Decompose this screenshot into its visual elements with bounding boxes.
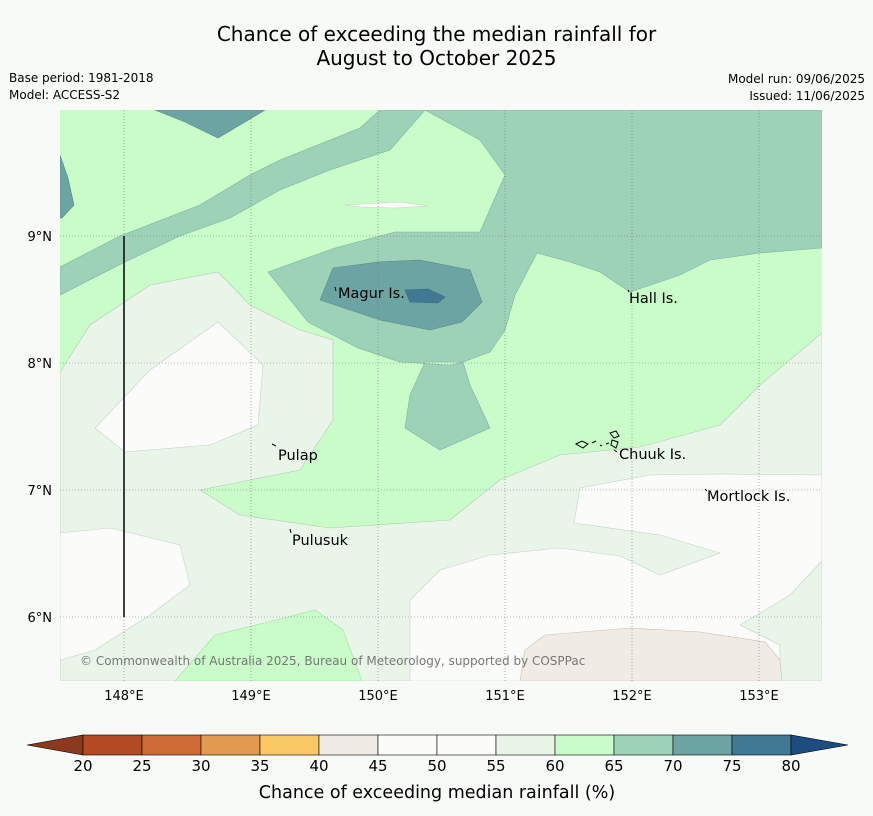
contour-75-80-central (404, 288, 446, 304)
colorbar-segment (672, 734, 733, 756)
colorbar-segment (141, 734, 202, 756)
colorbar-extend-high (790, 734, 849, 756)
colorbar-segment (377, 734, 438, 756)
contour-50-55-southwest (60, 527, 191, 661)
colorbar-label: 45 (368, 757, 387, 775)
label-magur: Magur Is. (338, 286, 405, 302)
colorbar-extend-low (26, 734, 84, 756)
model-run: Model run: 09/06/2025 (727, 72, 865, 86)
colorbar-label: 20 (73, 757, 92, 775)
colorbar-segment (436, 734, 497, 756)
colorbar-label: 55 (486, 757, 505, 775)
x-tick-151: 151°E (485, 689, 525, 704)
colorbar-label: 60 (545, 757, 564, 775)
colorbar-title: Chance of exceeding median rainfall (%) (259, 783, 615, 803)
label-pulap: Pulap (278, 448, 318, 464)
colorbar-segment (554, 734, 615, 756)
island-magur (334, 286, 337, 292)
colorbar (26, 734, 849, 756)
contour-60-65-south (174, 609, 363, 681)
colorbar-label: 80 (781, 757, 800, 775)
y-tick-8n: 8°N (28, 357, 53, 372)
label-pulusuk: Pulusuk (292, 533, 349, 549)
meta-right: Model run: 09/06/2025 Issued: 11/06/2025 (728, 71, 865, 105)
contour-70-75-west (60, 154, 75, 219)
colorbar-label: 65 (604, 757, 623, 775)
colorbar-label: 25 (132, 757, 151, 775)
map-area (60, 110, 822, 681)
y-tick-9n: 9°N (28, 230, 53, 245)
label-chuuk: Chuuk Is. (619, 447, 686, 463)
colorbar-segment (613, 734, 674, 756)
island-pulusuk (289, 528, 292, 534)
colorbar-segment (259, 734, 320, 756)
label-hall: Hall Is. (629, 291, 678, 307)
contour-70-75-central (319, 259, 483, 331)
colorbar-label: 40 (309, 757, 328, 775)
x-tick-150: 150°E (358, 689, 398, 704)
colorbar-segment (82, 734, 143, 756)
label-mortlock: Mortlock Is. (707, 489, 790, 505)
island-mortlock (704, 488, 708, 492)
x-tick-152: 152°E (612, 689, 652, 704)
copyright-text: © Commonwealth of Australia 2025, Bureau… (80, 654, 585, 668)
contour-50-55-west (94, 321, 264, 453)
island-chuuk (574, 430, 620, 453)
gridlines (60, 110, 822, 681)
island-shapes (271, 286, 708, 534)
contour-45-50 (519, 627, 783, 681)
colorbar-labels: 20 25 30 35 40 45 50 55 60 65 70 75 80 (73, 757, 800, 775)
colorbar-segment (200, 734, 261, 756)
colorbar-label: 75 (722, 757, 741, 775)
base-period: Base period: 1981-2018 (9, 71, 154, 85)
colorbar-label: 30 (191, 757, 210, 775)
y-tick-7n: 7°N (28, 484, 53, 499)
island-pulap (271, 443, 277, 447)
colorbar-label: 35 (250, 757, 269, 775)
contour-70-75-north (154, 110, 266, 139)
x-tick-148: 148°E (104, 689, 144, 704)
y-tick-6n: 6°N (28, 611, 53, 626)
x-tick-149: 149°E (231, 689, 271, 704)
colorbar-segment (318, 734, 379, 756)
contour-50-55-southeast (409, 473, 822, 681)
model-name: Model: ACCESS-S2 (9, 88, 121, 102)
contour-50-55-north (344, 201, 429, 209)
meta-left: Base period: 1981-2018 Model: ACCESS-S2 (9, 70, 154, 104)
island-hall (627, 289, 630, 293)
colorbar-label: 50 (427, 757, 446, 775)
colorbar-label: 70 (663, 757, 682, 775)
issued-date: Issued: 11/06/2025 (749, 89, 865, 103)
map-title: Chance of exceeding the median rainfall … (0, 22, 873, 70)
title-line-1: Chance of exceeding the median rainfall … (216, 22, 657, 46)
colorbar-segment (731, 734, 792, 756)
colorbar-segment (495, 734, 556, 756)
x-tick-153: 153°E (739, 689, 779, 704)
title-line-2: August to October 2025 (316, 46, 557, 70)
